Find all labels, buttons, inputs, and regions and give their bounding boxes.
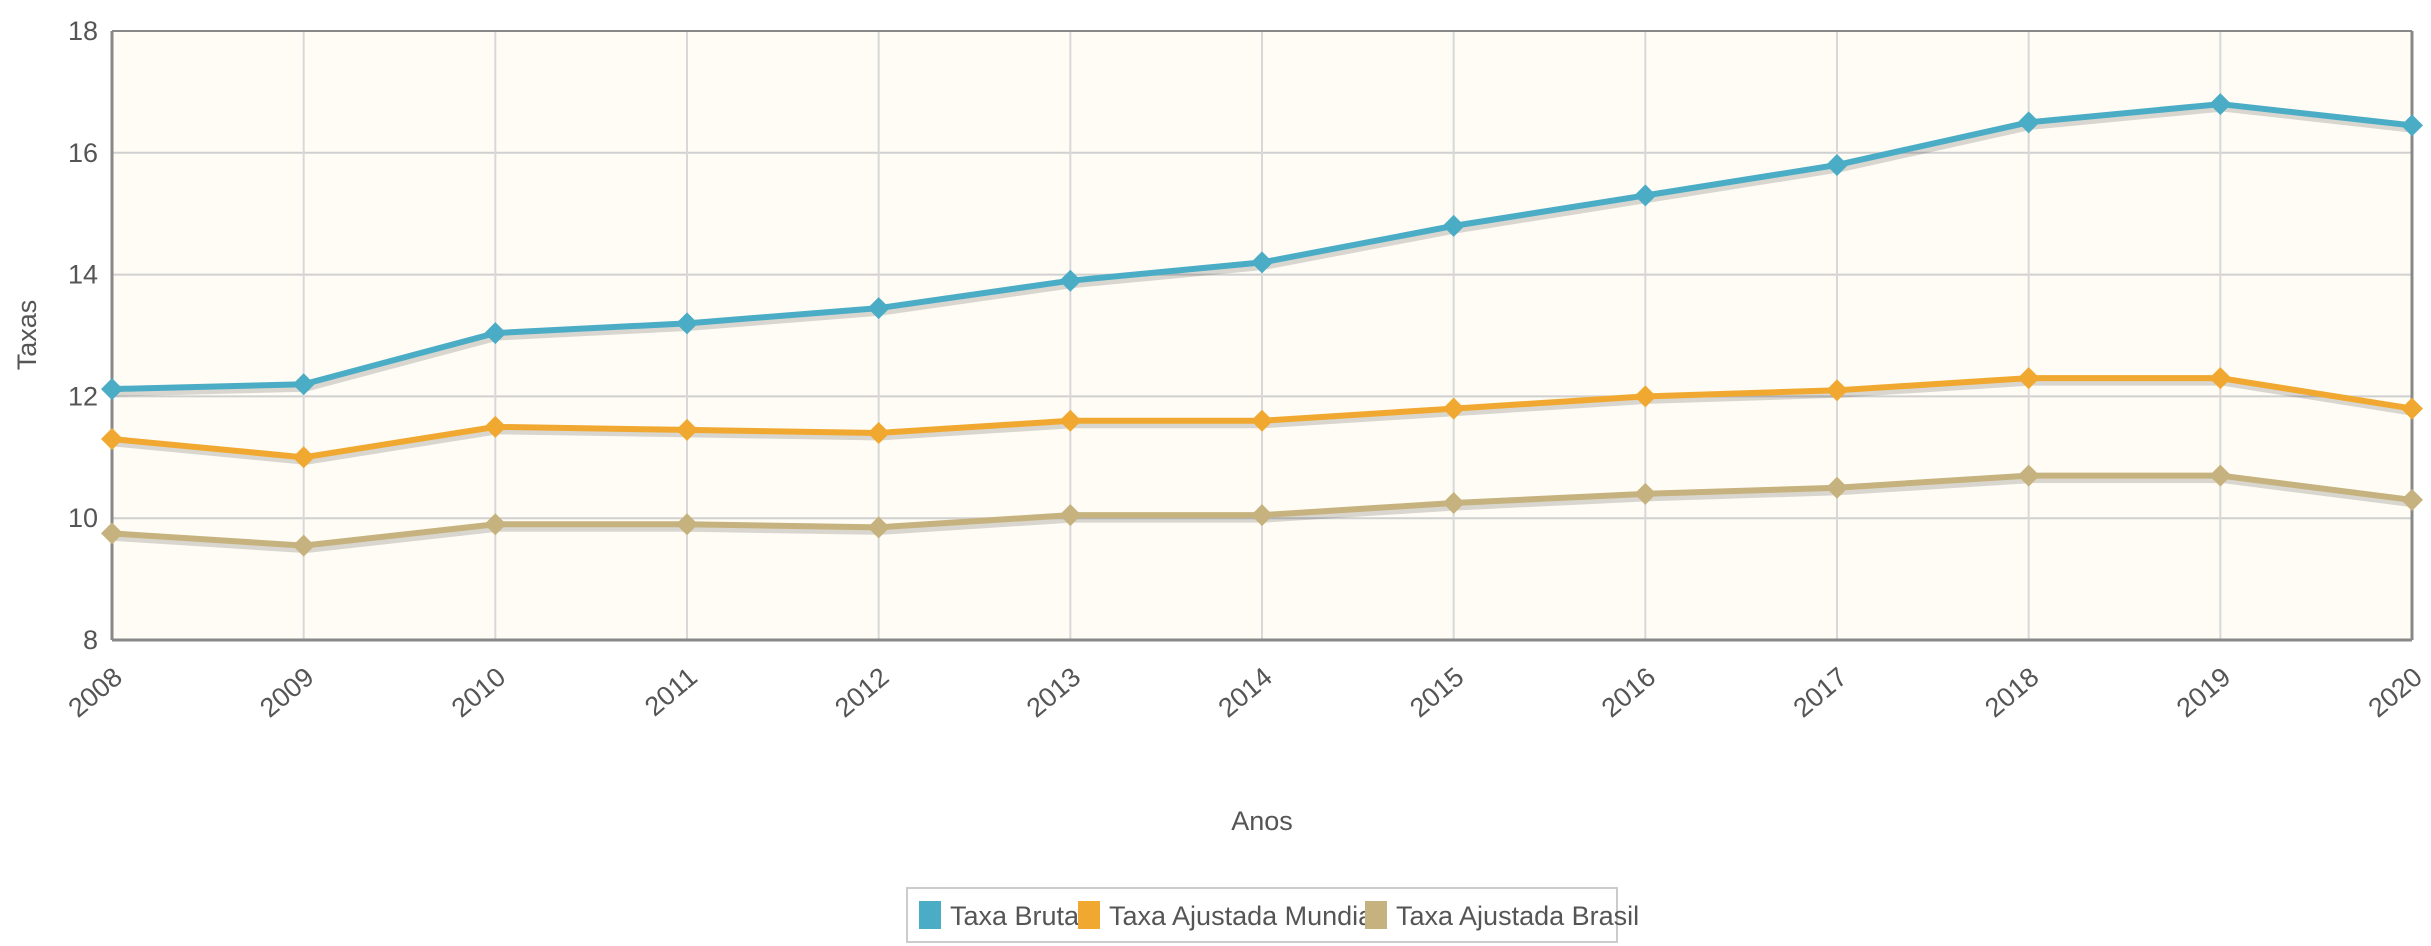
- legend-label: Taxa Bruta: [950, 901, 1080, 931]
- x-tick-label: 2019: [2171, 662, 2236, 724]
- point-marker: [2209, 367, 2232, 390]
- point-marker: [101, 378, 123, 401]
- point-marker: [101, 428, 123, 451]
- x-tick-label: 2008: [63, 662, 128, 724]
- point-marker: [1442, 214, 1465, 237]
- point-marker: [2401, 114, 2423, 137]
- legend-label: Taxa Ajustada Mundial: [1109, 901, 1379, 931]
- legend-swatch: [1365, 901, 1387, 929]
- point-marker: [484, 513, 507, 536]
- y-tick-label: 16: [68, 138, 98, 168]
- point-marker: [676, 312, 698, 335]
- point-marker: [1634, 482, 1657, 505]
- point-marker: [1251, 504, 1273, 527]
- x-tick-label: 2020: [2363, 662, 2428, 724]
- point-marker: [867, 516, 890, 539]
- point-marker: [1634, 385, 1657, 408]
- point-marker: [2017, 464, 2040, 487]
- point-marker: [1251, 251, 1273, 274]
- point-marker: [1059, 269, 1082, 292]
- point-marker: [1442, 491, 1465, 514]
- point-marker: [2401, 397, 2423, 420]
- legend-label: Taxa Ajustada Brasil: [1396, 901, 1639, 931]
- point-marker: [1251, 409, 1273, 432]
- x-tick-label: 2009: [254, 662, 319, 724]
- y-tick-label: 10: [68, 503, 98, 533]
- point-marker: [2209, 93, 2232, 116]
- point-marker: [484, 322, 507, 345]
- point-marker: [676, 513, 698, 536]
- point-marker: [676, 418, 698, 441]
- x-tick-label: 2016: [1596, 662, 1661, 724]
- point-marker: [101, 522, 123, 545]
- point-marker: [1059, 409, 1082, 432]
- x-tick-label: 2010: [446, 662, 511, 724]
- x-tick-label: 2018: [1979, 662, 2044, 724]
- legend-swatch: [919, 901, 941, 929]
- point-marker: [1826, 379, 1848, 402]
- x-tick-label: 2012: [829, 662, 894, 724]
- x-tick-label: 2014: [1213, 662, 1278, 724]
- legend-box: [906, 887, 1618, 943]
- point-marker: [484, 415, 507, 438]
- point-marker: [2401, 488, 2423, 511]
- point-marker: [292, 534, 315, 557]
- point-marker: [867, 297, 890, 320]
- y-tick-label: 12: [68, 381, 98, 411]
- point-marker: [2017, 367, 2040, 390]
- point-marker: [1634, 184, 1657, 207]
- y-tick-label: 14: [68, 260, 98, 290]
- x-tick-label: 2011: [639, 662, 703, 722]
- legend-swatch: [1078, 901, 1100, 929]
- x-axis-label: Anos: [1231, 806, 1293, 836]
- point-marker: [1059, 504, 1082, 527]
- point-marker: [1826, 153, 1848, 176]
- point-marker: [2209, 464, 2232, 487]
- point-marker: [867, 421, 890, 444]
- point-marker: [292, 446, 315, 469]
- y-axis-label: Taxas: [12, 300, 42, 371]
- x-tick-label: 2015: [1404, 662, 1469, 724]
- x-tick-label: 2013: [1021, 662, 1086, 724]
- point-marker: [1826, 476, 1848, 499]
- x-tick-label: 2017: [1788, 662, 1853, 724]
- y-tick-label: 18: [68, 16, 98, 46]
- y-tick-label: 8: [83, 625, 98, 655]
- point-marker: [2017, 111, 2040, 134]
- point-marker: [292, 373, 315, 396]
- point-marker: [1442, 397, 1465, 420]
